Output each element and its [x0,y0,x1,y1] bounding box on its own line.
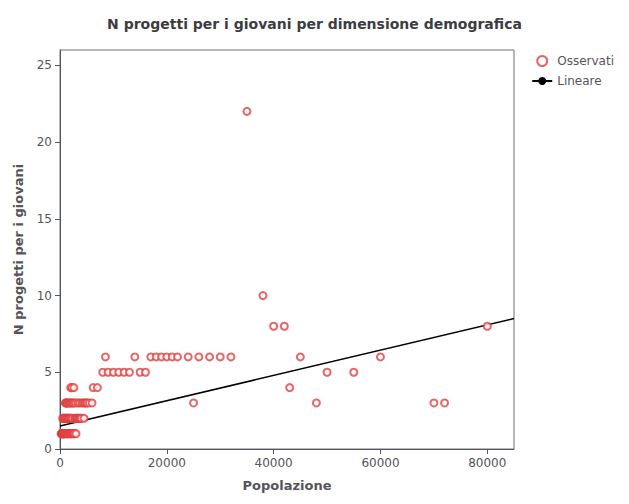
svg-text:60000: 60000 [361,456,399,470]
svg-text:0: 0 [56,456,64,470]
svg-text:Lineare: Lineare [557,74,601,88]
svg-text:Osservati: Osservati [557,54,614,68]
svg-text:N progetti per i giovani: N progetti per i giovani [11,164,26,335]
svg-text:10: 10 [37,289,52,303]
svg-text:Popolazione: Popolazione [243,478,332,493]
svg-text:25: 25 [37,58,52,72]
svg-text:20000: 20000 [148,456,186,470]
svg-text:0: 0 [44,442,52,456]
svg-text:5: 5 [44,365,52,379]
svg-text:15: 15 [37,212,52,226]
svg-text:80000: 80000 [468,456,506,470]
svg-text:N progetti per i giovani per d: N progetti per i giovani per dimensione … [107,16,522,32]
svg-text:40000: 40000 [255,456,293,470]
svg-text:20: 20 [37,135,52,149]
